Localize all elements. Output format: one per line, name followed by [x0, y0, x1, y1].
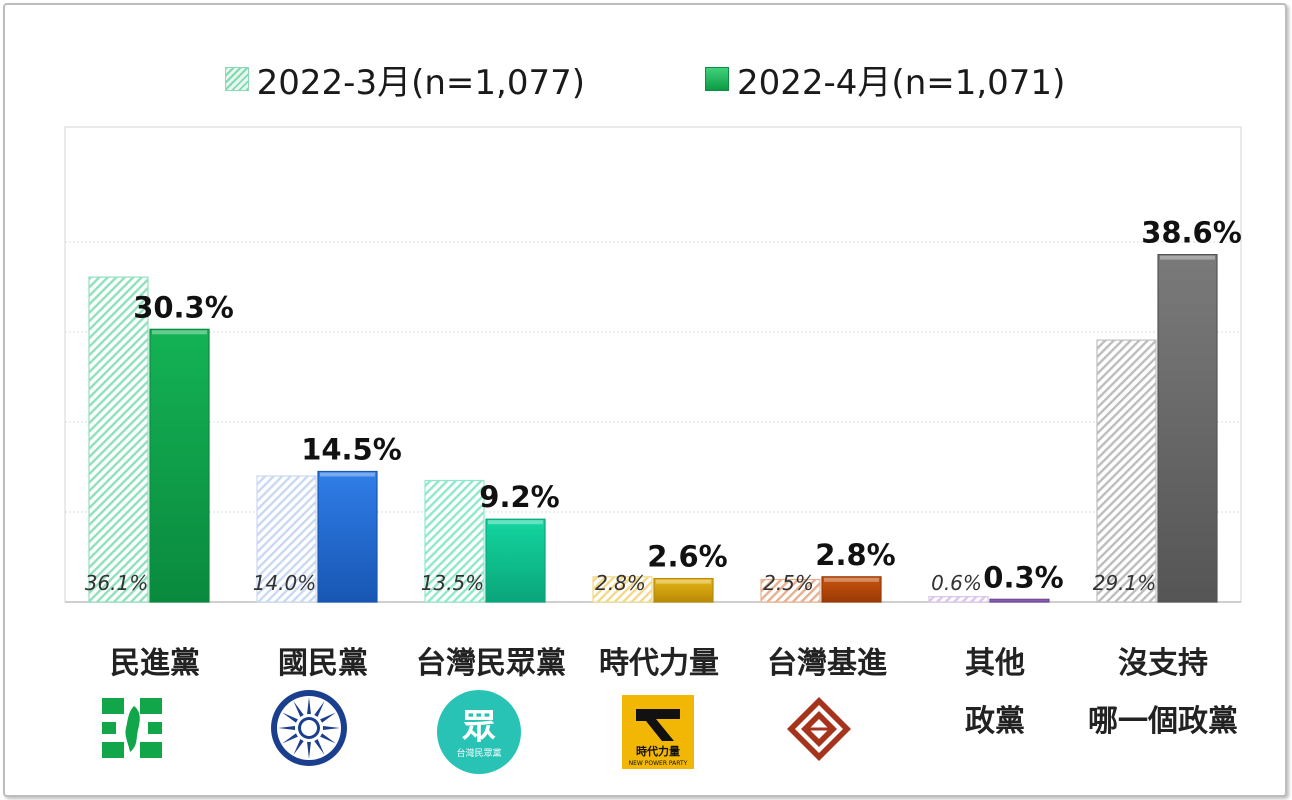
data-label-april: 38.6% — [1141, 216, 1242, 250]
bar-march — [592, 576, 653, 603]
category-label: 沒支持 — [1118, 646, 1208, 681]
kmt-ray — [307, 741, 311, 759]
party-logos: 眾 台灣民眾黨 時代力量 NEW POWER PARTY — [102, 690, 851, 774]
data-label-april: 9.2% — [479, 480, 559, 514]
dpp-logo-icon — [102, 698, 162, 758]
bar-april-highlight — [152, 330, 207, 335]
legend-item-march: 2022-3月(n=1,077) — [224, 55, 585, 104]
bar-april — [149, 328, 210, 603]
legend-item-april: 2022-4月(n=1,071) — [705, 55, 1065, 104]
chart-frame: 2022-3月(n=1,077) 2022-4月(n=1,071) 36.1% 3… — [3, 3, 1287, 797]
bar-april — [317, 470, 378, 603]
category-label: 其他 — [965, 646, 1025, 681]
data-label-march: 13.5% — [421, 571, 485, 595]
kmt-ray — [320, 712, 336, 723]
kmt-ray — [314, 701, 325, 717]
data-label-march: 2.8% — [595, 571, 646, 595]
data-label-april: 30.3% — [133, 290, 234, 324]
tpp-logo-glyph: 眾 — [461, 707, 496, 747]
data-label-april: 0.3% — [983, 560, 1063, 594]
bar-march — [424, 479, 485, 603]
bar-march — [256, 475, 317, 603]
bar-april-highlight — [824, 577, 879, 582]
tpp-logo-subtext: 台灣民眾黨 — [456, 747, 501, 759]
category-label: 台灣基進 — [767, 646, 887, 681]
kmt-ray — [282, 733, 298, 744]
data-label-march: 2.5% — [763, 571, 814, 595]
data-label-march: 36.1% — [85, 571, 149, 595]
category-label: 台灣民眾黨 — [416, 646, 566, 681]
data-label-april: 2.8% — [815, 538, 895, 572]
bar-april — [485, 518, 546, 603]
legend-label-march: 2022-3月(n=1,077) — [256, 62, 585, 103]
bar-april — [1157, 254, 1218, 603]
category-label: 哪一個政黨 — [1088, 704, 1238, 739]
data-label-april: 2.6% — [647, 540, 727, 574]
kmt-ray — [307, 697, 311, 715]
kmt-ray — [282, 712, 298, 723]
bar-april-highlight — [320, 472, 375, 477]
bar-april — [989, 598, 1050, 603]
data-label-march: 0.6% — [931, 571, 982, 595]
bar-april — [821, 576, 882, 603]
legend: 2022-3月(n=1,077) 2022-4月(n=1,071) — [5, 55, 1285, 104]
bars — [88, 254, 1218, 603]
data-label-march: 29.1% — [1093, 571, 1157, 595]
bar-april — [653, 577, 714, 603]
bar-march — [760, 578, 821, 603]
kmt-ray — [278, 726, 296, 730]
labels: 36.1%30.3%14.0%14.5%13.5%9.2%2.8%2.6%2.5… — [85, 216, 1242, 595]
npp-logo-icon: 時代力量 NEW POWER PARTY — [622, 695, 694, 769]
bar-march — [1096, 339, 1157, 603]
bar-april-highlight — [656, 579, 711, 584]
legend-label-april: 2022-4月(n=1,071) — [737, 62, 1066, 103]
npp-logo-subtext: 時代力量 — [636, 744, 680, 758]
legend-swatch-april — [705, 67, 729, 91]
kmt-ray — [322, 726, 340, 730]
kmt-ray — [293, 739, 304, 755]
category-label: 民進黨 — [110, 646, 200, 681]
bar-march — [88, 276, 149, 603]
bar-april-highlight — [1160, 255, 1215, 260]
data-label-march: 14.0% — [253, 571, 317, 595]
data-label-april: 14.5% — [301, 433, 402, 467]
bar-chart: 36.1%30.3%14.0%14.5%13.5%9.2%2.8%2.6%2.5… — [64, 126, 1242, 774]
category-label: 政黨 — [965, 704, 1025, 739]
kmt-ray — [314, 739, 325, 755]
category-label: 國民黨 — [278, 646, 368, 681]
kmt-sun-logo-icon — [271, 690, 347, 766]
npp-logo-entext: NEW POWER PARTY — [629, 760, 688, 767]
bar-april-highlight — [488, 520, 543, 525]
tpp-logo-icon: 眾 台灣民眾黨 — [437, 690, 521, 774]
tsp-logo-icon — [787, 697, 851, 761]
category-label: 時代力量 — [599, 646, 719, 681]
bar-march — [928, 595, 989, 603]
plot-area — [64, 126, 1242, 603]
plot-border — [64, 126, 1242, 603]
kmt-ray — [293, 701, 304, 717]
kmt-ray — [320, 733, 336, 744]
legend-swatch-march — [224, 67, 249, 91]
